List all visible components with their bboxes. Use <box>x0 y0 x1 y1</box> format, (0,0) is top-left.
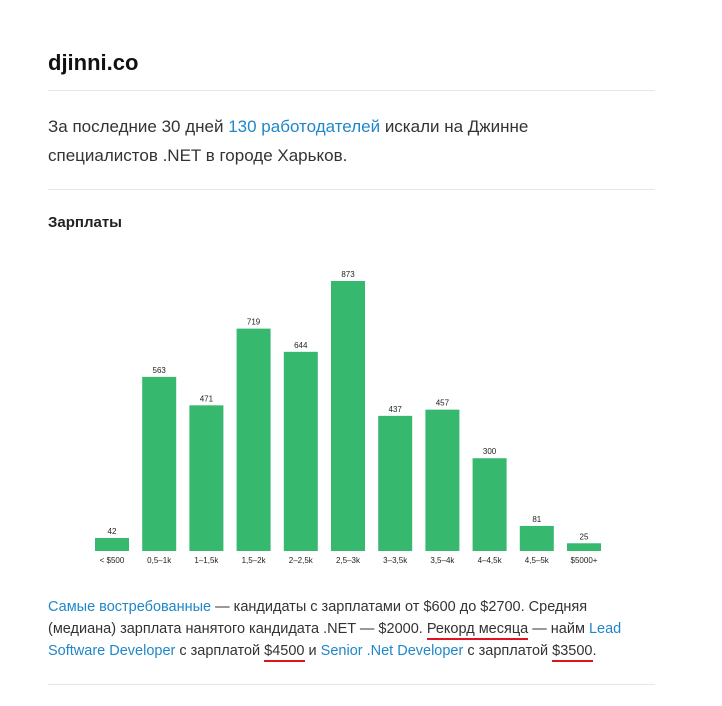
divider <box>48 684 655 685</box>
value-label: 719 <box>247 318 261 327</box>
bar <box>519 525 554 551</box>
x-tick-label: 3,5–4k <box>430 556 455 565</box>
x-tick-label: 1–1,5k <box>194 556 219 565</box>
bar <box>283 351 318 551</box>
text: — найм <box>532 621 585 637</box>
x-tick-label: 0,5–1k <box>147 556 172 565</box>
bar <box>425 409 460 551</box>
value-label: 25 <box>580 532 589 541</box>
highlight: Рекорд месяца <box>426 621 529 640</box>
value-label: 563 <box>153 366 167 375</box>
intro-text: За последние 30 дней <box>48 117 224 136</box>
text: . <box>592 643 597 659</box>
bar <box>95 538 129 551</box>
value-label: 873 <box>341 270 355 279</box>
bar <box>331 281 365 551</box>
x-tick-label: < $500 <box>100 556 125 565</box>
link[interactable]: Lead Software Developer <box>48 621 622 659</box>
link[interactable]: Senior .Net Developer <box>320 643 464 659</box>
highlight: $3500 <box>552 643 593 662</box>
x-tick-label: 4,5–5k <box>525 556 550 565</box>
text: и <box>308 643 317 659</box>
x-tick-label: 2–2,5k <box>289 556 314 565</box>
value-label: 300 <box>483 447 497 456</box>
text: — кандидаты с зарплатами от $600 до $270… <box>48 599 588 637</box>
salary-chart: 42 < $500 563 0,5–1k 471 1–1,5k 719 1,5–2k 644 2–… <box>95 270 601 565</box>
bar <box>472 458 507 551</box>
site-title: djinni.co <box>48 50 139 75</box>
value-label: 437 <box>389 405 403 414</box>
x-tick-label: 3–3,5k <box>383 556 408 565</box>
employers-link[interactable]: 130 работодателей <box>228 117 381 136</box>
summary: Самые востребованные — кандидаты с зарпл… <box>48 596 628 662</box>
intro: За последние 30 дней 130 работодателей и… <box>48 112 608 170</box>
x-tick-label: 4–4,5k <box>478 556 503 565</box>
x-tick-label: 1,5–2k <box>242 556 267 565</box>
bar <box>378 415 413 551</box>
section-title: Зарплаты <box>48 214 122 231</box>
intro-text: искали на Джинне специалистов .NET в гор… <box>48 117 529 165</box>
value-label: 81 <box>532 515 541 524</box>
highlight: $4500 <box>264 643 305 662</box>
x-tick-label: 2,5–3k <box>336 556 361 565</box>
value-label: 42 <box>108 527 117 536</box>
divider <box>48 189 655 190</box>
x-tick-label: $5000+ <box>571 556 598 565</box>
bar <box>236 328 271 551</box>
value-label: 644 <box>294 341 308 350</box>
bar <box>567 543 601 551</box>
text: с зарплатой <box>179 643 261 659</box>
bar <box>142 376 177 551</box>
value-label: 457 <box>436 399 450 408</box>
text: с зарплатой <box>467 643 549 659</box>
link[interactable]: Самые востребованные <box>48 599 212 615</box>
divider <box>48 90 655 91</box>
value-label: 471 <box>200 394 214 403</box>
bar <box>189 405 224 551</box>
